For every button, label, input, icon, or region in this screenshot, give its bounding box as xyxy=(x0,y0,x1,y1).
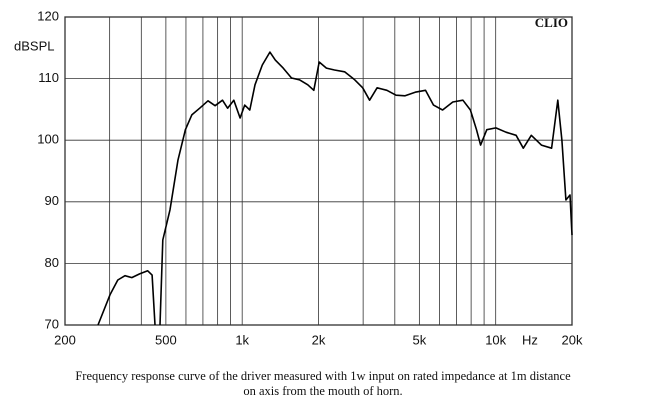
x-tick-label: 1k xyxy=(235,332,249,347)
x-tick-label: 2k xyxy=(312,332,326,347)
caption: on axis from the mouth of horn. xyxy=(243,384,402,398)
y-tick-label: 110 xyxy=(38,70,59,85)
y-tick-label: 90 xyxy=(45,193,59,208)
x-axis-label: Hz xyxy=(522,332,538,347)
y-axis-label: dBSPL xyxy=(14,38,54,53)
y-tick-label: 100 xyxy=(37,132,59,147)
x-tick-label: 10k xyxy=(485,332,506,347)
y-tick-label: 120 xyxy=(37,8,59,23)
response-curve xyxy=(97,51,573,326)
y-tick-label: 70 xyxy=(45,316,59,331)
x-tick-label: 5k xyxy=(413,332,427,347)
x-tick-label: 500 xyxy=(155,332,177,347)
y-tick-label: 80 xyxy=(45,255,59,270)
x-tick-label: 20k xyxy=(562,332,583,347)
caption: Frequency response curve of the driver m… xyxy=(75,369,571,383)
watermark: CLIO xyxy=(535,15,568,30)
x-tick-label: 200 xyxy=(54,332,76,347)
